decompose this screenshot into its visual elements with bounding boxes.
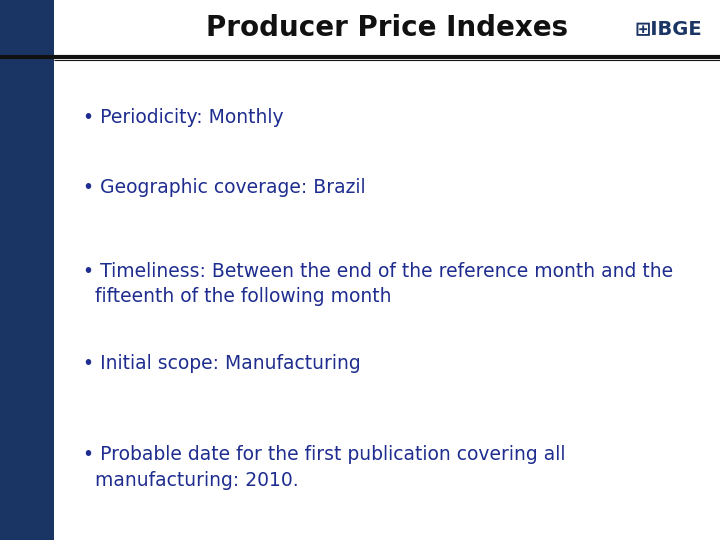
Text: • Timeliness: Between the end of the reference month and the
  fifteenth of the : • Timeliness: Between the end of the ref… xyxy=(83,262,673,306)
Text: • Probable date for the first publication covering all
  manufacturing: 2010.: • Probable date for the first publicatio… xyxy=(83,446,565,489)
Text: ⊞IBGE: ⊞IBGE xyxy=(634,19,702,38)
Text: • Initial scope: Manufacturing: • Initial scope: Manufacturing xyxy=(83,354,361,373)
Text: • Geographic coverage: Brazil: • Geographic coverage: Brazil xyxy=(83,178,366,197)
Text: • Periodicity: Monthly: • Periodicity: Monthly xyxy=(83,108,284,127)
Text: Producer Price Indexes: Producer Price Indexes xyxy=(206,15,568,42)
